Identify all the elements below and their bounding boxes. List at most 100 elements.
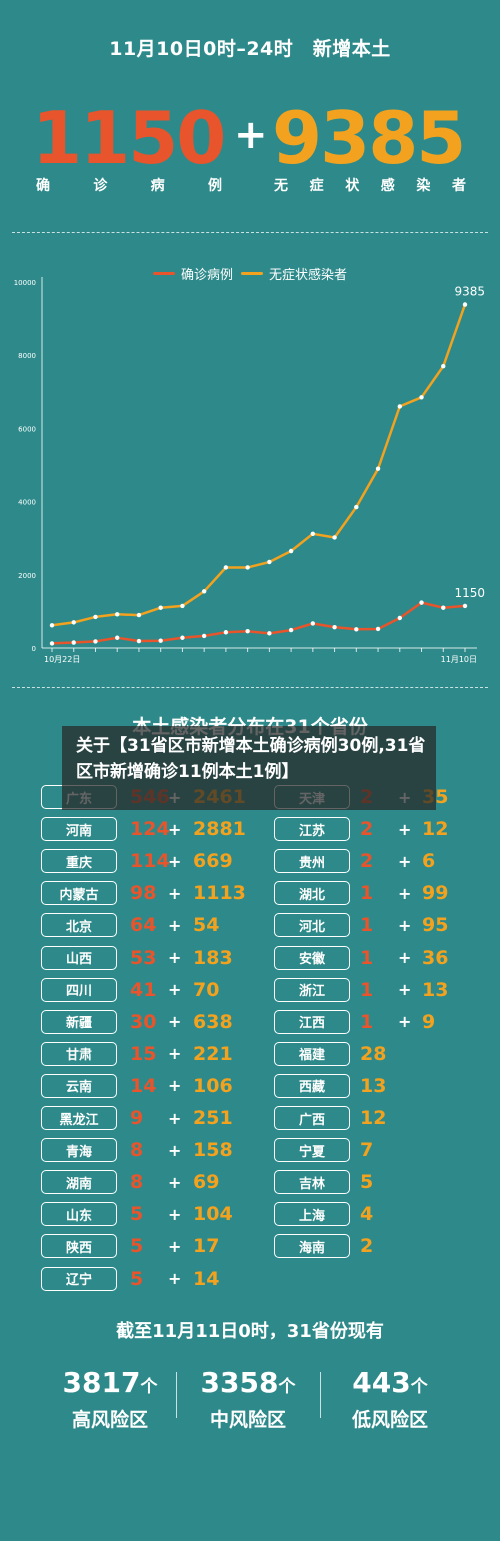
data-point (49, 623, 55, 628)
caption-char: 染 (416, 178, 431, 194)
province-asymptomatic: 14 (193, 1267, 220, 1290)
data-point (115, 612, 120, 617)
province-name: 贵州 (274, 849, 350, 874)
province-asymptomatic: 12 (360, 1107, 387, 1129)
caption-char: 病 (150, 178, 165, 194)
province-plus: + (168, 948, 182, 967)
data-point (49, 641, 55, 646)
data-point (93, 639, 98, 644)
province-plus: + (168, 1269, 182, 1288)
province-name: 甘肃 (41, 1041, 117, 1066)
province-confirmed: 1 (360, 978, 374, 1001)
province-row: 山西 53 +183 (41, 945, 233, 970)
province-row: 西藏 13 (274, 1073, 386, 1098)
province-name: 重庆 (41, 849, 117, 874)
province-row: 江苏 2 +12 (274, 817, 448, 842)
province-asymptomatic: 251 (193, 1107, 233, 1129)
province-name: 湖南 (41, 1170, 117, 1195)
province-name: 山西 (41, 945, 117, 970)
province-row: 河北 1 +95 (274, 913, 448, 938)
province-row: 陕西 5 +17 (41, 1234, 219, 1259)
province-name: 安徽 (274, 945, 350, 970)
data-point (441, 363, 446, 369)
data-point (288, 548, 294, 554)
province-plus: + (168, 819, 182, 839)
legend-item-asymptomatic: 无症状感染者 (241, 264, 347, 283)
stat-separator (320, 1372, 321, 1418)
caption-char: 状 (345, 178, 360, 194)
province-confirmed: 1 (360, 1010, 374, 1033)
province-asymptomatic: 9 (422, 1010, 436, 1033)
province-asymptomatic: 6 (422, 850, 436, 873)
caption-char: 无 (274, 178, 288, 194)
x-start-label: 10月22日 (44, 655, 80, 664)
province-name: 吉林 (274, 1170, 350, 1195)
data-point (462, 603, 468, 609)
data-point (332, 535, 337, 540)
province-row: 浙江 1 +13 (274, 977, 448, 1002)
asymptomatic-caption: 无 症 状 感 染 者 (274, 175, 466, 195)
stat-high-label: 高风险区 (71, 1409, 148, 1431)
province-confirmed: 53 (130, 946, 157, 969)
stat-medium-risk: 3358个 中风险区 (178, 1366, 318, 1432)
page-title: 11月10日0时–24时 新增本土 (109, 38, 391, 60)
data-point (71, 640, 76, 645)
data-point (158, 605, 163, 610)
series-line-0 (51, 601, 466, 645)
y-tick-label: 8000 (18, 352, 36, 360)
province-row: 内蒙古 98 +1113 (41, 881, 246, 906)
province-name: 河北 (274, 913, 350, 938)
data-point (245, 628, 250, 634)
plus-sign: + (234, 112, 268, 158)
data-point (180, 635, 185, 640)
series-end-label: 1150 (454, 586, 485, 600)
province-asymptomatic: 669 (193, 850, 233, 873)
province-confirmed: 5 (130, 1235, 144, 1258)
province-confirmed: 98 (130, 882, 157, 905)
legend-label-asymptomatic: 无症状感染者 (269, 268, 348, 283)
data-point (397, 404, 402, 409)
caption-char: 确 (36, 178, 50, 194)
province-row: 重庆 114 +669 (41, 849, 233, 874)
province-asymptomatic: 36 (422, 946, 449, 969)
province-row: 北京 64 +54 (41, 913, 219, 938)
province-name: 河南 (41, 817, 117, 842)
province-confirmed: 5 (130, 1267, 144, 1290)
asymptomatic-total: 9385 (272, 96, 466, 180)
province-confirmed: 9 (130, 1107, 144, 1129)
caption-char: 者 (451, 178, 466, 194)
province-asymptomatic: 158 (193, 1139, 233, 1162)
province-asymptomatic: 13 (422, 978, 449, 1001)
province-asymptomatic: 2 (360, 1235, 374, 1258)
stat-low-risk: 443个 低风险区 (320, 1366, 460, 1432)
province-asymptomatic: 12 (422, 818, 449, 841)
province-confirmed: 1 (360, 882, 374, 905)
province-confirmed: 5 (130, 1203, 144, 1226)
province-plus: + (168, 1108, 182, 1128)
province-asymptomatic: 221 (193, 1042, 233, 1065)
data-point (375, 626, 381, 632)
y-tick-label: 6000 (18, 425, 36, 433)
province-name: 内蒙古 (41, 881, 117, 906)
trend-line-chart: 0 2000 4000 6000 8000 10000 10月22日 11月10日 1150 93… (14, 277, 485, 664)
province-row: 吉林 5 (274, 1170, 373, 1195)
province-name: 广西 (274, 1106, 350, 1130)
province-row: 安徽 1 +36 (274, 945, 448, 970)
province-plus: + (398, 980, 412, 1000)
province-confirmed: 30 (130, 1010, 157, 1033)
province-confirmed: 124 (130, 818, 170, 841)
data-point (267, 631, 272, 636)
province-row: 山东 5 +104 (41, 1202, 233, 1227)
data-point (419, 395, 424, 400)
confirmed-total: 1150 (32, 96, 226, 180)
province-confirmed: 8 (130, 1171, 144, 1194)
y-tick-label: 0 (32, 645, 36, 653)
province-name: 辽宁 (41, 1266, 117, 1291)
province-confirmed: 14 (130, 1074, 157, 1097)
province-row: 青海 8 +158 (41, 1138, 233, 1163)
province-asymptomatic: 1113 (193, 882, 246, 905)
province-name: 山东 (41, 1202, 117, 1227)
province-asymptomatic: 99 (422, 882, 449, 905)
province-row: 宁夏 7 (274, 1138, 373, 1163)
stat-high-value-wrap: 3817个 (40, 1366, 180, 1399)
